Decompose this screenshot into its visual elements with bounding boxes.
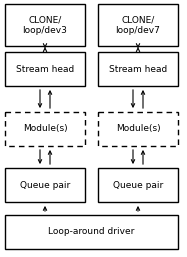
Bar xyxy=(5,215,178,249)
Text: Queue pair: Queue pair xyxy=(113,180,163,189)
Text: Loop-around driver: Loop-around driver xyxy=(48,227,135,236)
Bar xyxy=(98,52,178,86)
Bar xyxy=(98,112,178,146)
Bar xyxy=(5,168,85,202)
Text: Stream head: Stream head xyxy=(109,65,167,74)
Text: Module(s): Module(s) xyxy=(116,124,160,133)
Text: Stream head: Stream head xyxy=(16,65,74,74)
Bar xyxy=(5,4,85,46)
Bar xyxy=(5,112,85,146)
Bar xyxy=(98,4,178,46)
Text: Queue pair: Queue pair xyxy=(20,180,70,189)
Text: Module(s): Module(s) xyxy=(23,124,67,133)
Text: CLONE/
loop/dev3: CLONE/ loop/dev3 xyxy=(23,15,68,35)
Bar xyxy=(98,168,178,202)
Text: CLONE/
loop/dev7: CLONE/ loop/dev7 xyxy=(116,15,160,35)
Bar xyxy=(5,52,85,86)
